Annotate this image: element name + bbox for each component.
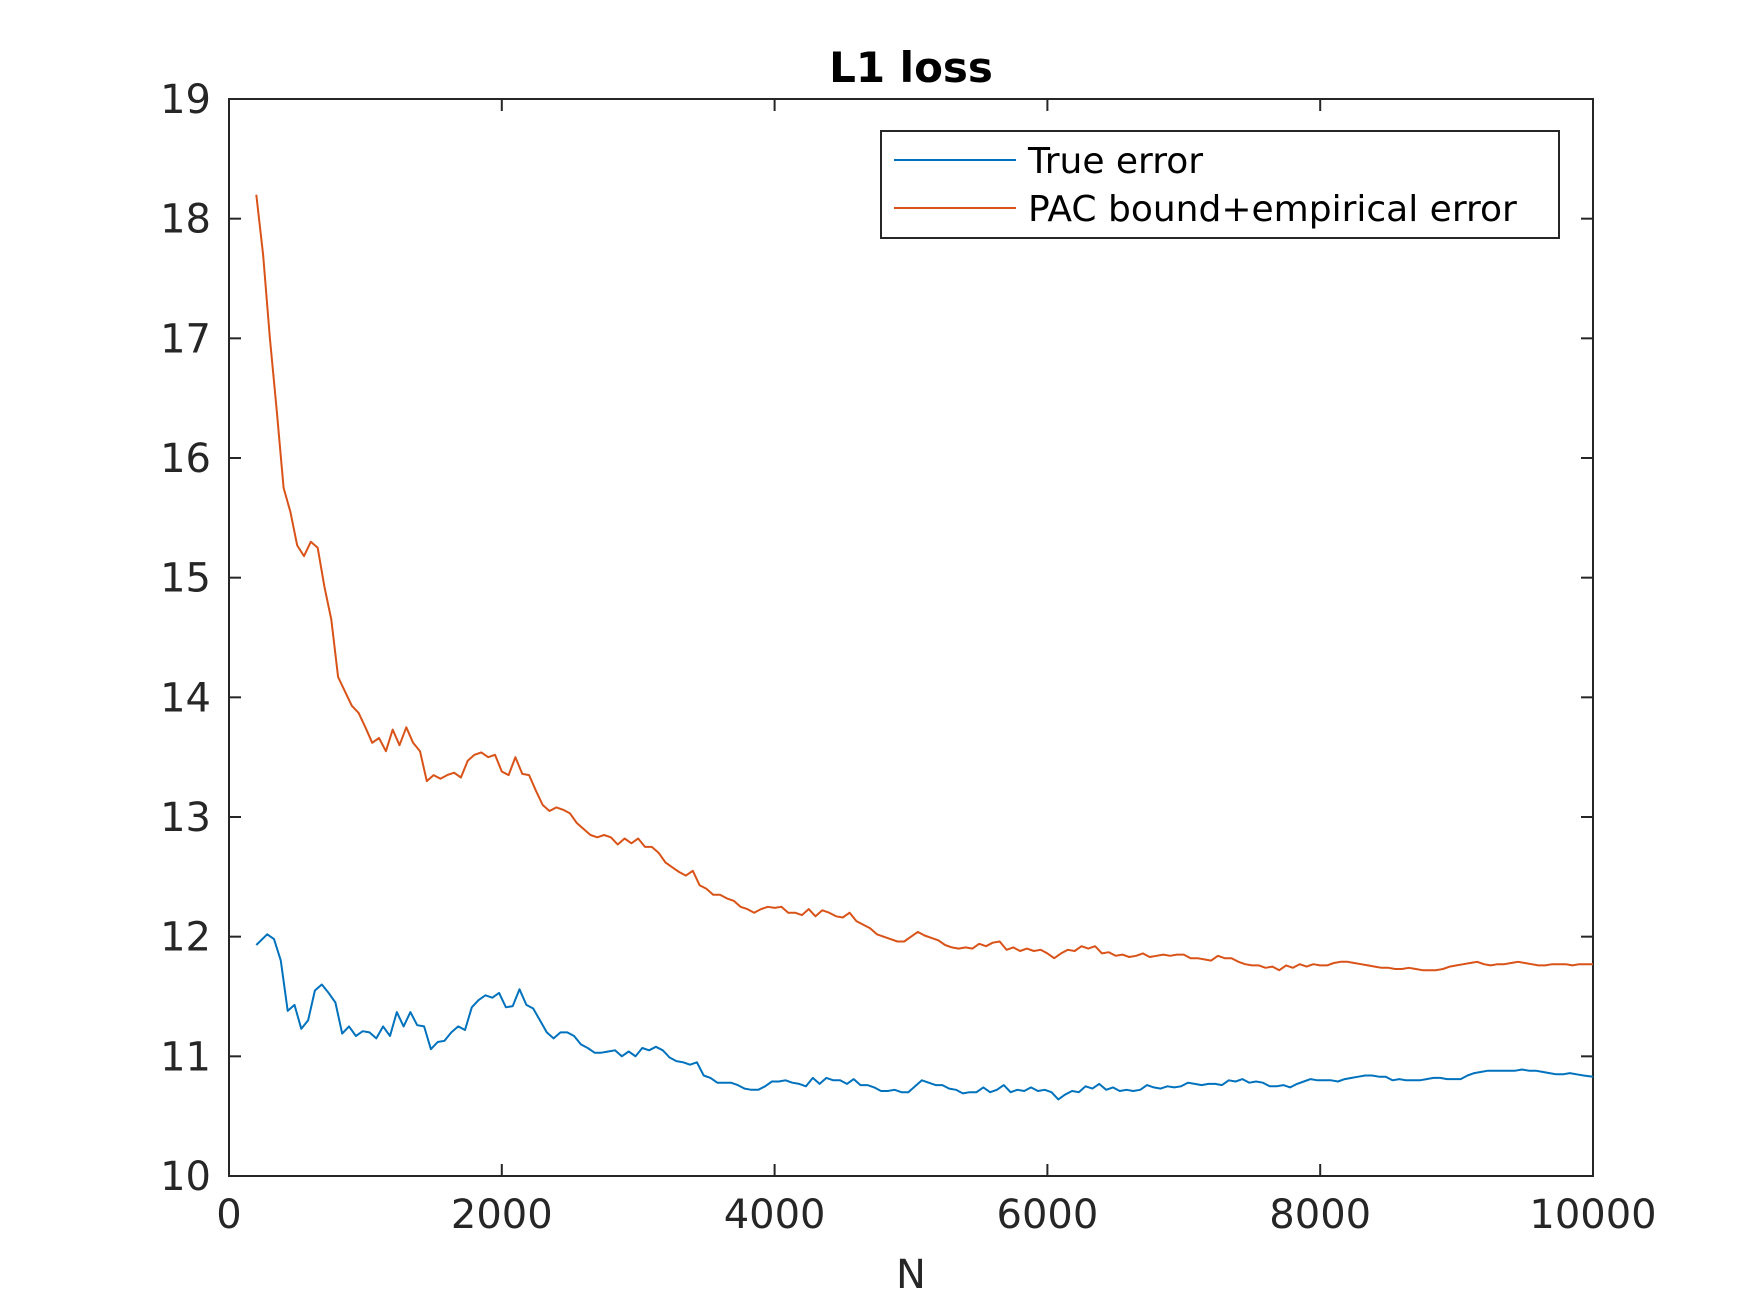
y-tick-label: 13 — [160, 795, 211, 841]
x-tick-label: 2000 — [451, 1192, 553, 1238]
series-line-pac-bound — [255, 194, 1593, 972]
series-line-true-error — [255, 933, 1594, 1101]
x-tick-label: 0 — [216, 1192, 241, 1238]
legend-box — [880, 130, 1560, 239]
x-tick-label: 4000 — [724, 1192, 826, 1238]
y-tick-label: 15 — [160, 556, 211, 602]
x-tick-label: 6000 — [997, 1192, 1099, 1238]
y-tick-label: 12 — [160, 915, 211, 961]
axis-ticks: 0 2000 4000 6000 8000 10000 10 11 12 13 14 15 16 17 18… — [160, 77, 1657, 1238]
x-axis-title: N — [896, 1252, 926, 1298]
y-tick-label: 10 — [160, 1154, 211, 1200]
x-tick-label: 8000 — [1269, 1192, 1371, 1238]
plot-area — [228, 98, 1594, 1177]
legend-label-true-error: True error — [1027, 141, 1203, 182]
series-layer — [255, 194, 1594, 1101]
y-tick-label: 18 — [160, 197, 211, 243]
legend-label-pac-bound: PAC bound+empirical error — [1028, 189, 1517, 230]
y-tick-label: 11 — [160, 1034, 211, 1080]
y-tick-label: 14 — [160, 675, 211, 721]
y-tick-label: 19 — [160, 77, 211, 123]
y-tick-label: 17 — [160, 316, 211, 362]
y-tick-label: 16 — [160, 436, 211, 482]
chart-title: L1 loss — [829, 43, 993, 92]
x-tick-label: 10000 — [1529, 1192, 1656, 1238]
legend: True error PAC bound+empirical error — [880, 130, 1560, 239]
